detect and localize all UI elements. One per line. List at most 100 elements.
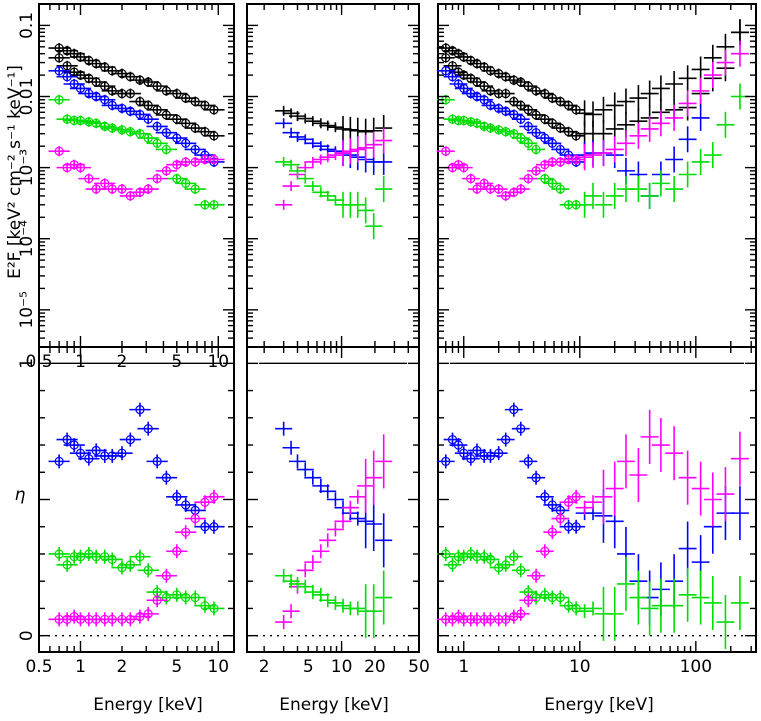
data-point — [312, 118, 330, 129]
data-point — [716, 467, 735, 522]
data-point — [551, 144, 570, 155]
data-point — [551, 156, 570, 167]
x-tick-label: 10 — [331, 657, 353, 677]
data-point — [678, 65, 697, 92]
data-point — [519, 138, 538, 149]
data-point — [551, 511, 570, 526]
data-point — [481, 552, 500, 567]
y-tick-label: 10⁻⁵ — [17, 291, 37, 328]
x-tick-label: 0.5 — [25, 352, 52, 372]
data-point — [357, 197, 375, 224]
data-point — [304, 116, 322, 127]
data-point — [594, 191, 613, 218]
series-bottom-middle-2 — [275, 568, 393, 639]
data-point — [436, 65, 455, 76]
data-point — [304, 156, 322, 167]
series-top-right-4 — [436, 40, 749, 201]
data-point — [129, 109, 151, 120]
data-point — [535, 88, 554, 99]
data-point — [304, 470, 322, 485]
data-point — [288, 111, 307, 122]
data-point — [319, 152, 337, 163]
data-point — [629, 176, 648, 203]
data-point — [443, 71, 462, 82]
data-point — [326, 122, 344, 133]
data-point — [496, 88, 515, 99]
data-point — [629, 122, 648, 149]
data-point — [137, 100, 159, 111]
data-point — [111, 124, 133, 135]
series-top-left-0 — [48, 43, 225, 115]
data-point — [94, 94, 116, 105]
data-point — [703, 142, 722, 169]
data-point — [594, 96, 613, 123]
data-layer — [41, 19, 754, 650]
data-point — [349, 489, 367, 504]
data-point — [543, 525, 562, 540]
data-point — [375, 434, 393, 489]
data-point — [296, 462, 314, 477]
data-point — [146, 104, 168, 115]
data-point — [665, 104, 684, 131]
data-point — [357, 458, 375, 513]
data-point — [605, 136, 624, 163]
data-point — [691, 104, 710, 131]
data-point — [375, 513, 393, 568]
data-point — [665, 146, 684, 173]
data-point — [166, 544, 188, 559]
y-tick-label: 1 — [17, 358, 37, 369]
y-axis-label-eta: η — [15, 485, 26, 505]
data-point — [137, 133, 159, 144]
y-tick-label: 10⁻⁴ — [17, 220, 37, 258]
data-point — [535, 544, 554, 559]
data-point — [496, 557, 515, 572]
x-axis-label-middle: Energy [keV] — [279, 695, 389, 715]
data-point — [489, 446, 508, 461]
data-point — [731, 40, 749, 67]
data-point — [511, 184, 530, 195]
x-tick-label: 0.5 — [25, 657, 52, 677]
data-point — [129, 402, 151, 417]
data-point — [288, 454, 307, 469]
series-top-middle-0 — [275, 105, 393, 145]
data-point — [527, 165, 546, 176]
data-point — [275, 156, 293, 167]
data-point — [166, 88, 188, 99]
data-point — [146, 138, 168, 149]
data-point — [326, 492, 344, 507]
data-point — [56, 557, 78, 572]
data-point — [175, 178, 197, 189]
data-point — [275, 421, 293, 436]
data-point — [365, 213, 383, 240]
data-point — [475, 94, 494, 105]
data-point — [137, 606, 159, 621]
data-point — [349, 601, 367, 616]
data-point — [111, 184, 133, 195]
data-point — [511, 563, 530, 578]
data-point — [454, 162, 473, 173]
data-point — [296, 563, 314, 578]
data-point — [567, 601, 586, 616]
data-point — [535, 587, 554, 602]
x-tick-label: 10 — [569, 657, 591, 677]
data-point — [155, 165, 177, 176]
data-point — [48, 454, 70, 469]
data-point — [119, 432, 141, 447]
data-point — [349, 136, 367, 163]
x-tick-label: 5 — [171, 352, 182, 372]
data-point — [312, 154, 330, 165]
data-point — [640, 409, 659, 464]
data-point — [543, 138, 562, 149]
y-tick-label: 0.1 — [17, 12, 37, 39]
data-point — [703, 575, 722, 630]
data-point — [651, 418, 670, 473]
data-point — [617, 556, 635, 611]
data-point — [691, 570, 710, 625]
data-point — [101, 552, 123, 567]
x-tick-label: 100 — [680, 657, 712, 677]
data-point — [651, 75, 670, 102]
data-point — [334, 140, 352, 167]
data-point — [535, 489, 554, 504]
data-point — [543, 178, 562, 189]
data-point — [489, 184, 508, 195]
